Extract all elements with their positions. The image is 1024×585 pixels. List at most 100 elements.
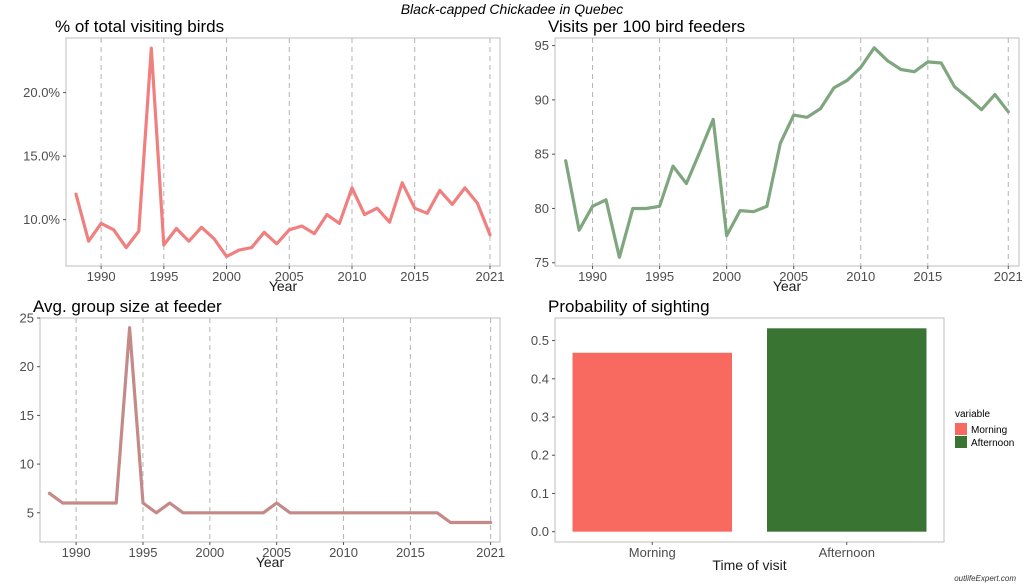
y-tick-label: 10.0% [23, 212, 60, 227]
data-point [225, 255, 228, 258]
x-tick-label: 2005 [262, 545, 291, 560]
x-tick-label: 2021 [994, 269, 1023, 284]
data-point [671, 164, 675, 168]
data-point [1007, 110, 1010, 114]
panel-2: Visits per 100 bird feeders 1990 1995 2000 2… [535, 17, 1023, 294]
data-point [74, 501, 78, 505]
data-point [125, 246, 128, 249]
data-point [200, 226, 203, 229]
data-point [463, 186, 467, 190]
series-line [47, 326, 493, 525]
x-tick-label: 2000 [712, 269, 741, 284]
y-tick-label: 0.3 [531, 410, 549, 425]
data-point [235, 511, 238, 514]
data-point [489, 521, 492, 524]
y-tick-label: 15.0% [23, 149, 60, 164]
y-tick-label: 0.5 [531, 333, 549, 348]
x-tick-label: 1995 [129, 545, 158, 560]
data-point [275, 242, 278, 245]
data-point [940, 61, 943, 65]
data-point [388, 220, 391, 224]
x-axis-label: Year [256, 554, 285, 570]
data-point [631, 207, 634, 210]
data-point [262, 511, 265, 514]
data-point [208, 511, 212, 514]
data-point [275, 501, 278, 505]
data-point [832, 86, 836, 90]
data-point [382, 511, 385, 514]
panel-title: Avg. group size at feeder [33, 297, 222, 316]
y-tick-label: 80 [535, 201, 549, 216]
legend-title: variable [955, 409, 990, 420]
data-point [846, 79, 849, 82]
data-point [101, 501, 105, 505]
y-tick-label: 25 [20, 311, 34, 326]
x-axis-label: Year [773, 278, 802, 294]
y-tick-label: 0.4 [531, 371, 549, 386]
data-point [195, 511, 198, 514]
y-tick-label: 0.1 [531, 486, 549, 501]
data-point [604, 198, 608, 201]
x-tick-label: 1995 [149, 269, 178, 284]
series-line [74, 46, 492, 259]
panel-1: % of total visiting birds 1990 1995 2000 200… [23, 17, 504, 294]
data-point [375, 207, 379, 210]
y-tick-label: 0.0 [531, 524, 549, 539]
panel-4: Probability of sighting 0.0 0.1 0.2 0.3 0.4 0.… [531, 297, 1014, 573]
data-point [168, 501, 171, 505]
data-point [859, 66, 862, 69]
x-tick-label: 2005 [779, 269, 808, 284]
data-point [181, 511, 185, 514]
legend: variable Morning Afternoon [955, 409, 1014, 449]
data-point [288, 228, 291, 231]
data-point [738, 209, 742, 212]
data-point [262, 231, 266, 234]
plot-frame [554, 37, 1020, 267]
x-tick-label: 2000 [212, 269, 241, 284]
x-tick-label: 2010 [846, 269, 875, 284]
data-point [400, 181, 404, 185]
data-point [313, 232, 316, 235]
data-point [369, 511, 372, 514]
data-point [48, 492, 51, 495]
data-point [435, 511, 439, 514]
plot-frame [65, 37, 501, 267]
data-point [137, 229, 140, 233]
data-point [644, 207, 648, 210]
panel-3: Avg. group size at feeder 1990 1995 2000 200… [20, 297, 506, 570]
bar-afternoon [767, 328, 927, 532]
legend-swatch [955, 423, 967, 435]
data-point [765, 205, 769, 208]
data-point [88, 501, 91, 505]
data-point [250, 246, 253, 249]
data-point [462, 521, 466, 524]
x-tick-label: 2015 [396, 545, 425, 560]
data-point [413, 207, 416, 210]
x-tick-label: Morning [629, 545, 676, 560]
legend-label: Afternoon [971, 438, 1014, 449]
x-tick-label: 2015 [913, 269, 942, 284]
watermark-text: outlifeExpert.com [954, 574, 1016, 583]
data-point [350, 186, 354, 190]
data-point [328, 511, 332, 514]
data-point [315, 511, 319, 514]
data-point [61, 501, 64, 505]
y-tick-label: 0.2 [531, 448, 549, 463]
data-point [99, 222, 103, 225]
data-point [395, 511, 399, 514]
bar-morning [572, 352, 732, 532]
figure-suptitle: Black-capped Chickadee in Quebec [401, 1, 624, 17]
data-point [577, 228, 581, 232]
data-point [819, 107, 822, 110]
data-point [899, 68, 903, 71]
x-tick-label: 2010 [329, 545, 358, 560]
data-point [155, 511, 158, 514]
panel-title: Visits per 100 bird feeders [548, 17, 745, 36]
data-point [698, 150, 702, 154]
data-point [980, 108, 983, 111]
data-point [300, 224, 304, 228]
data-point [685, 182, 688, 185]
data-point [449, 521, 452, 524]
data-point [302, 511, 305, 514]
